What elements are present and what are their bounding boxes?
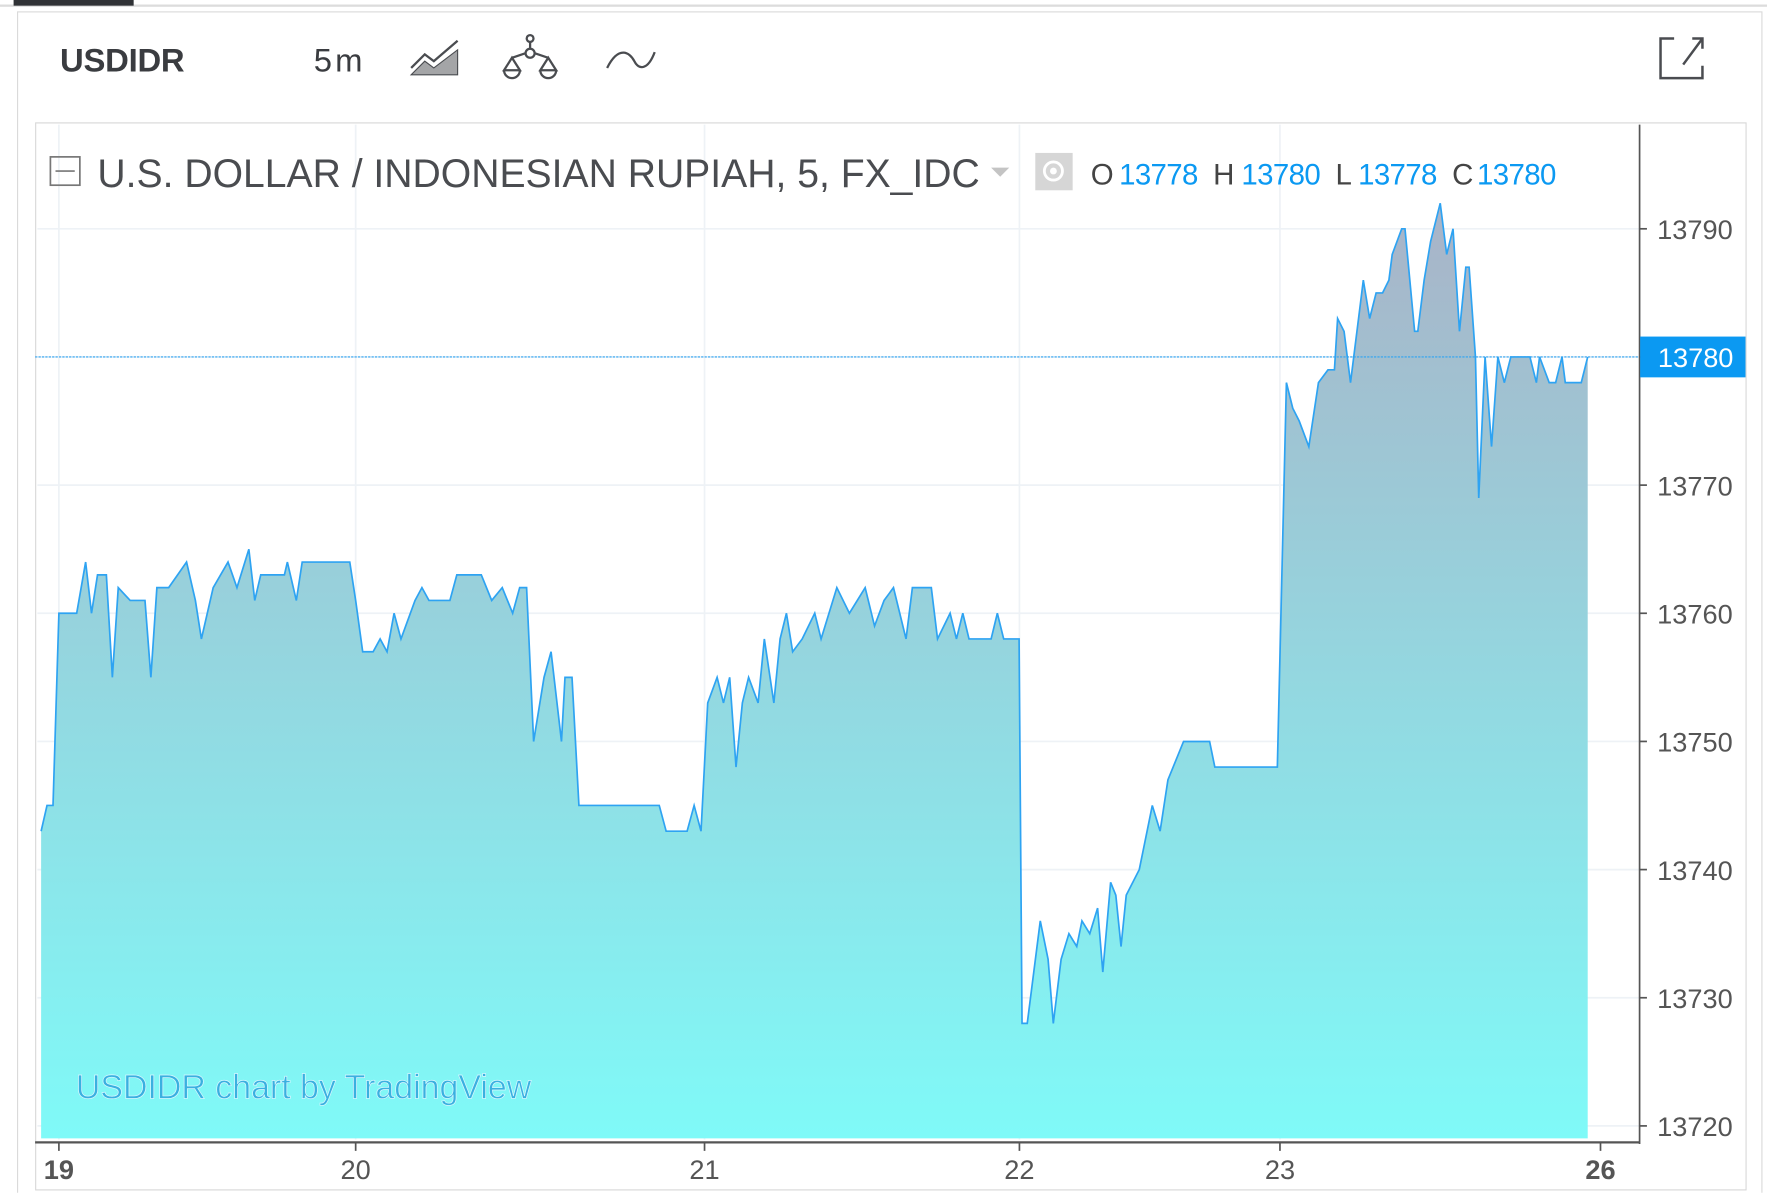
time-axis-labels: 19 20 21 22 23 26 xyxy=(44,1141,1616,1185)
interval-button[interactable]: 5m xyxy=(314,41,363,78)
y-tick-label: 13750 xyxy=(1657,727,1733,758)
dropdown-caret-icon[interactable] xyxy=(991,167,1010,177)
y-tick-label: 13720 xyxy=(1657,1111,1733,1142)
last-price-label: 13780 xyxy=(1658,342,1734,373)
close-label: C xyxy=(1452,159,1473,192)
x-tick-label: 20 xyxy=(341,1154,371,1185)
tradingview-watermark[interactable]: USDIDR chart by TradingView xyxy=(76,1068,532,1107)
last-price-badge: 13780 xyxy=(1640,336,1746,378)
popout-icon[interactable] xyxy=(1659,37,1704,80)
y-tick-label: 13730 xyxy=(1657,983,1733,1014)
low-label: L xyxy=(1335,159,1351,192)
x-tick-label: 23 xyxy=(1265,1154,1295,1185)
high-label: H xyxy=(1213,159,1234,192)
x-tick-label: 26 xyxy=(1585,1154,1615,1185)
open-value: 13778 xyxy=(1119,159,1198,192)
x-tick-label: 19 xyxy=(44,1154,74,1185)
x-tick-label: 21 xyxy=(689,1154,719,1185)
high-value: 13780 xyxy=(1241,159,1320,192)
area-chart-style-icon[interactable] xyxy=(409,39,459,76)
compare-scales-icon[interactable] xyxy=(501,33,559,80)
y-tick-label: 13770 xyxy=(1657,470,1733,501)
active-tab-indicator xyxy=(13,0,134,6)
visibility-eye-icon[interactable] xyxy=(1035,152,1073,191)
price-area-fill xyxy=(41,203,1588,1139)
x-tick-label: 22 xyxy=(1004,1154,1034,1185)
price-axis-labels: 13720 13730 13740 13750 13760 13770 13790 xyxy=(1639,214,1733,1142)
top-divider xyxy=(0,4,1767,7)
y-tick-label: 13790 xyxy=(1657,214,1733,245)
indicators-wave-icon[interactable] xyxy=(606,51,656,69)
y-tick-label: 13740 xyxy=(1657,855,1733,886)
open-label: O xyxy=(1091,159,1114,192)
collapse-legend-button[interactable] xyxy=(49,156,81,187)
price-line xyxy=(40,202,1589,1025)
close-value: 13780 xyxy=(1477,159,1556,192)
low-value: 13778 xyxy=(1358,159,1437,192)
series-title[interactable]: U.S. DOLLAR / INDONESIAN RUPIAH, 5, FX_I… xyxy=(97,152,979,196)
symbol-label[interactable]: USDIDR xyxy=(60,41,185,78)
y-tick-label: 13760 xyxy=(1657,598,1733,629)
